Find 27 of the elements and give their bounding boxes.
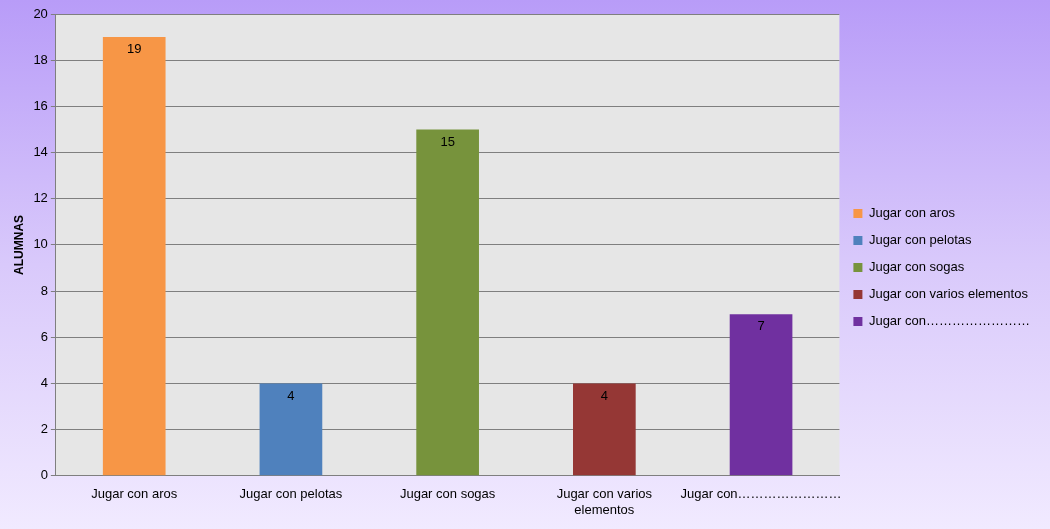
legend-label: Jugar con varios elementos xyxy=(868,286,1029,302)
x-tick-label: Jugar con aros xyxy=(91,486,178,502)
x-tick-label: Jugar con varios elementos xyxy=(556,486,653,517)
y-tick-label: 4 xyxy=(40,375,48,391)
y-axis-title: ALUMNAS xyxy=(11,214,26,275)
y-tick-label: 12 xyxy=(33,190,48,206)
y-tick-label: 16 xyxy=(33,97,48,113)
y-tick-label: 8 xyxy=(40,282,48,298)
x-tick-label: Jugar con pelotas xyxy=(239,486,343,502)
y-tick-label: 18 xyxy=(33,51,48,67)
legend-label: Jugar con pelotas xyxy=(868,232,973,248)
data-label: 19 xyxy=(126,41,142,57)
legend-label: Jugar con sogas xyxy=(868,259,965,275)
x-tick-label: Jugar con sogas xyxy=(399,486,496,502)
data-label: 7 xyxy=(757,318,765,334)
y-tick-label: 10 xyxy=(33,236,48,252)
x-tick-label: Jugar con…………………… xyxy=(680,486,842,502)
data-label: 4 xyxy=(600,387,608,403)
data-label: 15 xyxy=(440,133,455,149)
legend-label: Jugar con…………………… xyxy=(868,313,1030,329)
y-tick-label: 6 xyxy=(40,328,48,344)
y-tick-label: 20 xyxy=(33,5,48,21)
data-label: 4 xyxy=(287,387,295,403)
y-tick-label: 2 xyxy=(40,421,48,437)
y-tick-label: 14 xyxy=(33,144,48,160)
legend-label: Jugar con aros xyxy=(868,205,956,221)
y-tick-label: 0 xyxy=(40,467,48,483)
